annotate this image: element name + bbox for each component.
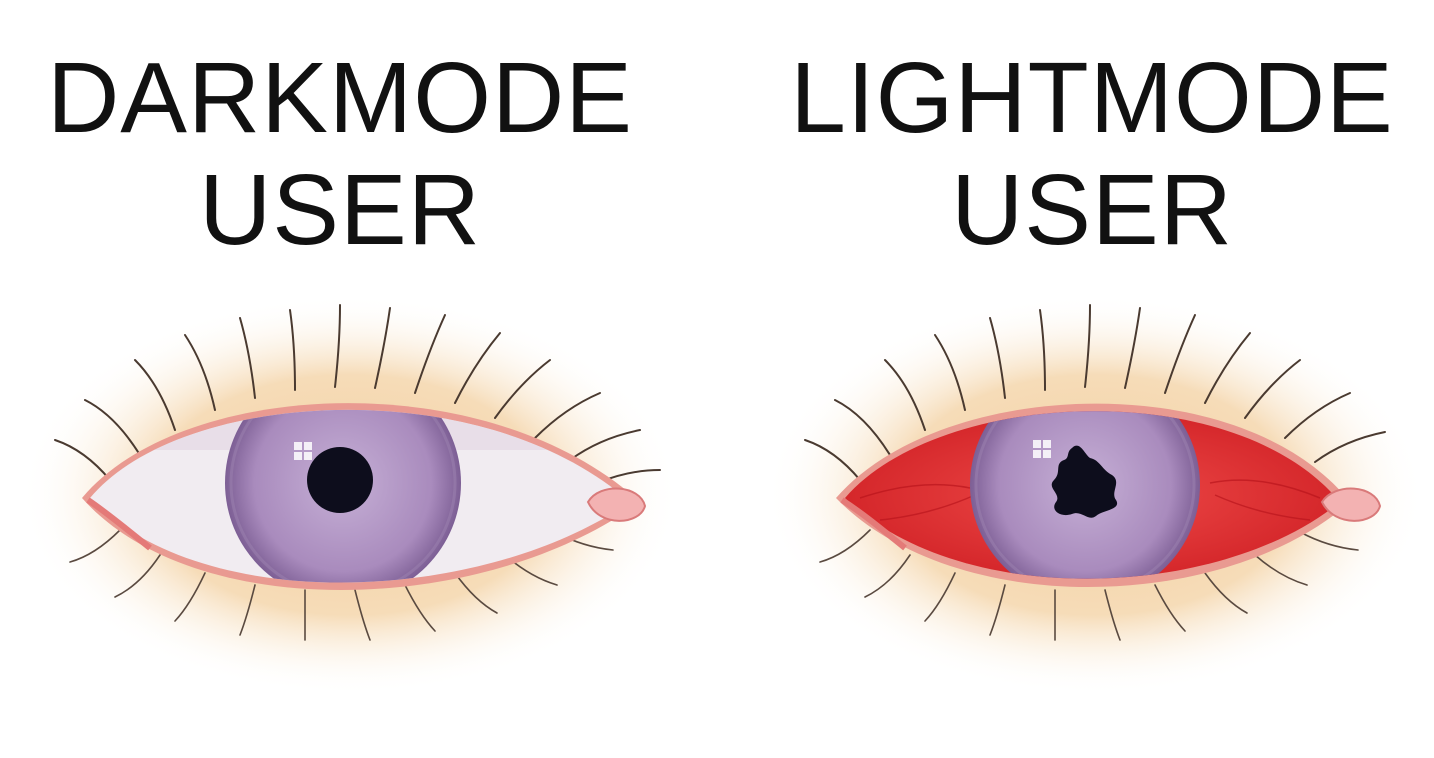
upper-eyelashes — [804, 304, 1386, 481]
darkmode-caption-line1: DARKMODE — [47, 42, 633, 154]
darkmode-caption-line2: USER — [199, 154, 481, 266]
upper-eyelashes — [54, 304, 661, 483]
lower-eyelashes — [819, 529, 1359, 641]
pupil — [307, 447, 373, 513]
darkmode-panel: DARKMODE USER — [0, 0, 680, 758]
healthy-eye-illustration — [20, 295, 680, 695]
lightmode-caption-line2: USER — [951, 154, 1233, 266]
tear-duct — [1320, 487, 1382, 522]
lightmode-caption: LIGHTMODE USER — [750, 42, 1434, 266]
pupil — [1051, 445, 1118, 518]
darkmode-caption: DARKMODE USER — [0, 42, 680, 266]
lightmode-panel: LIGHTMODE USER — [750, 0, 1434, 758]
bloodshot-eye-illustration — [765, 295, 1425, 695]
tear-duct — [586, 487, 647, 522]
lightmode-caption-line1: LIGHTMODE — [790, 42, 1394, 154]
